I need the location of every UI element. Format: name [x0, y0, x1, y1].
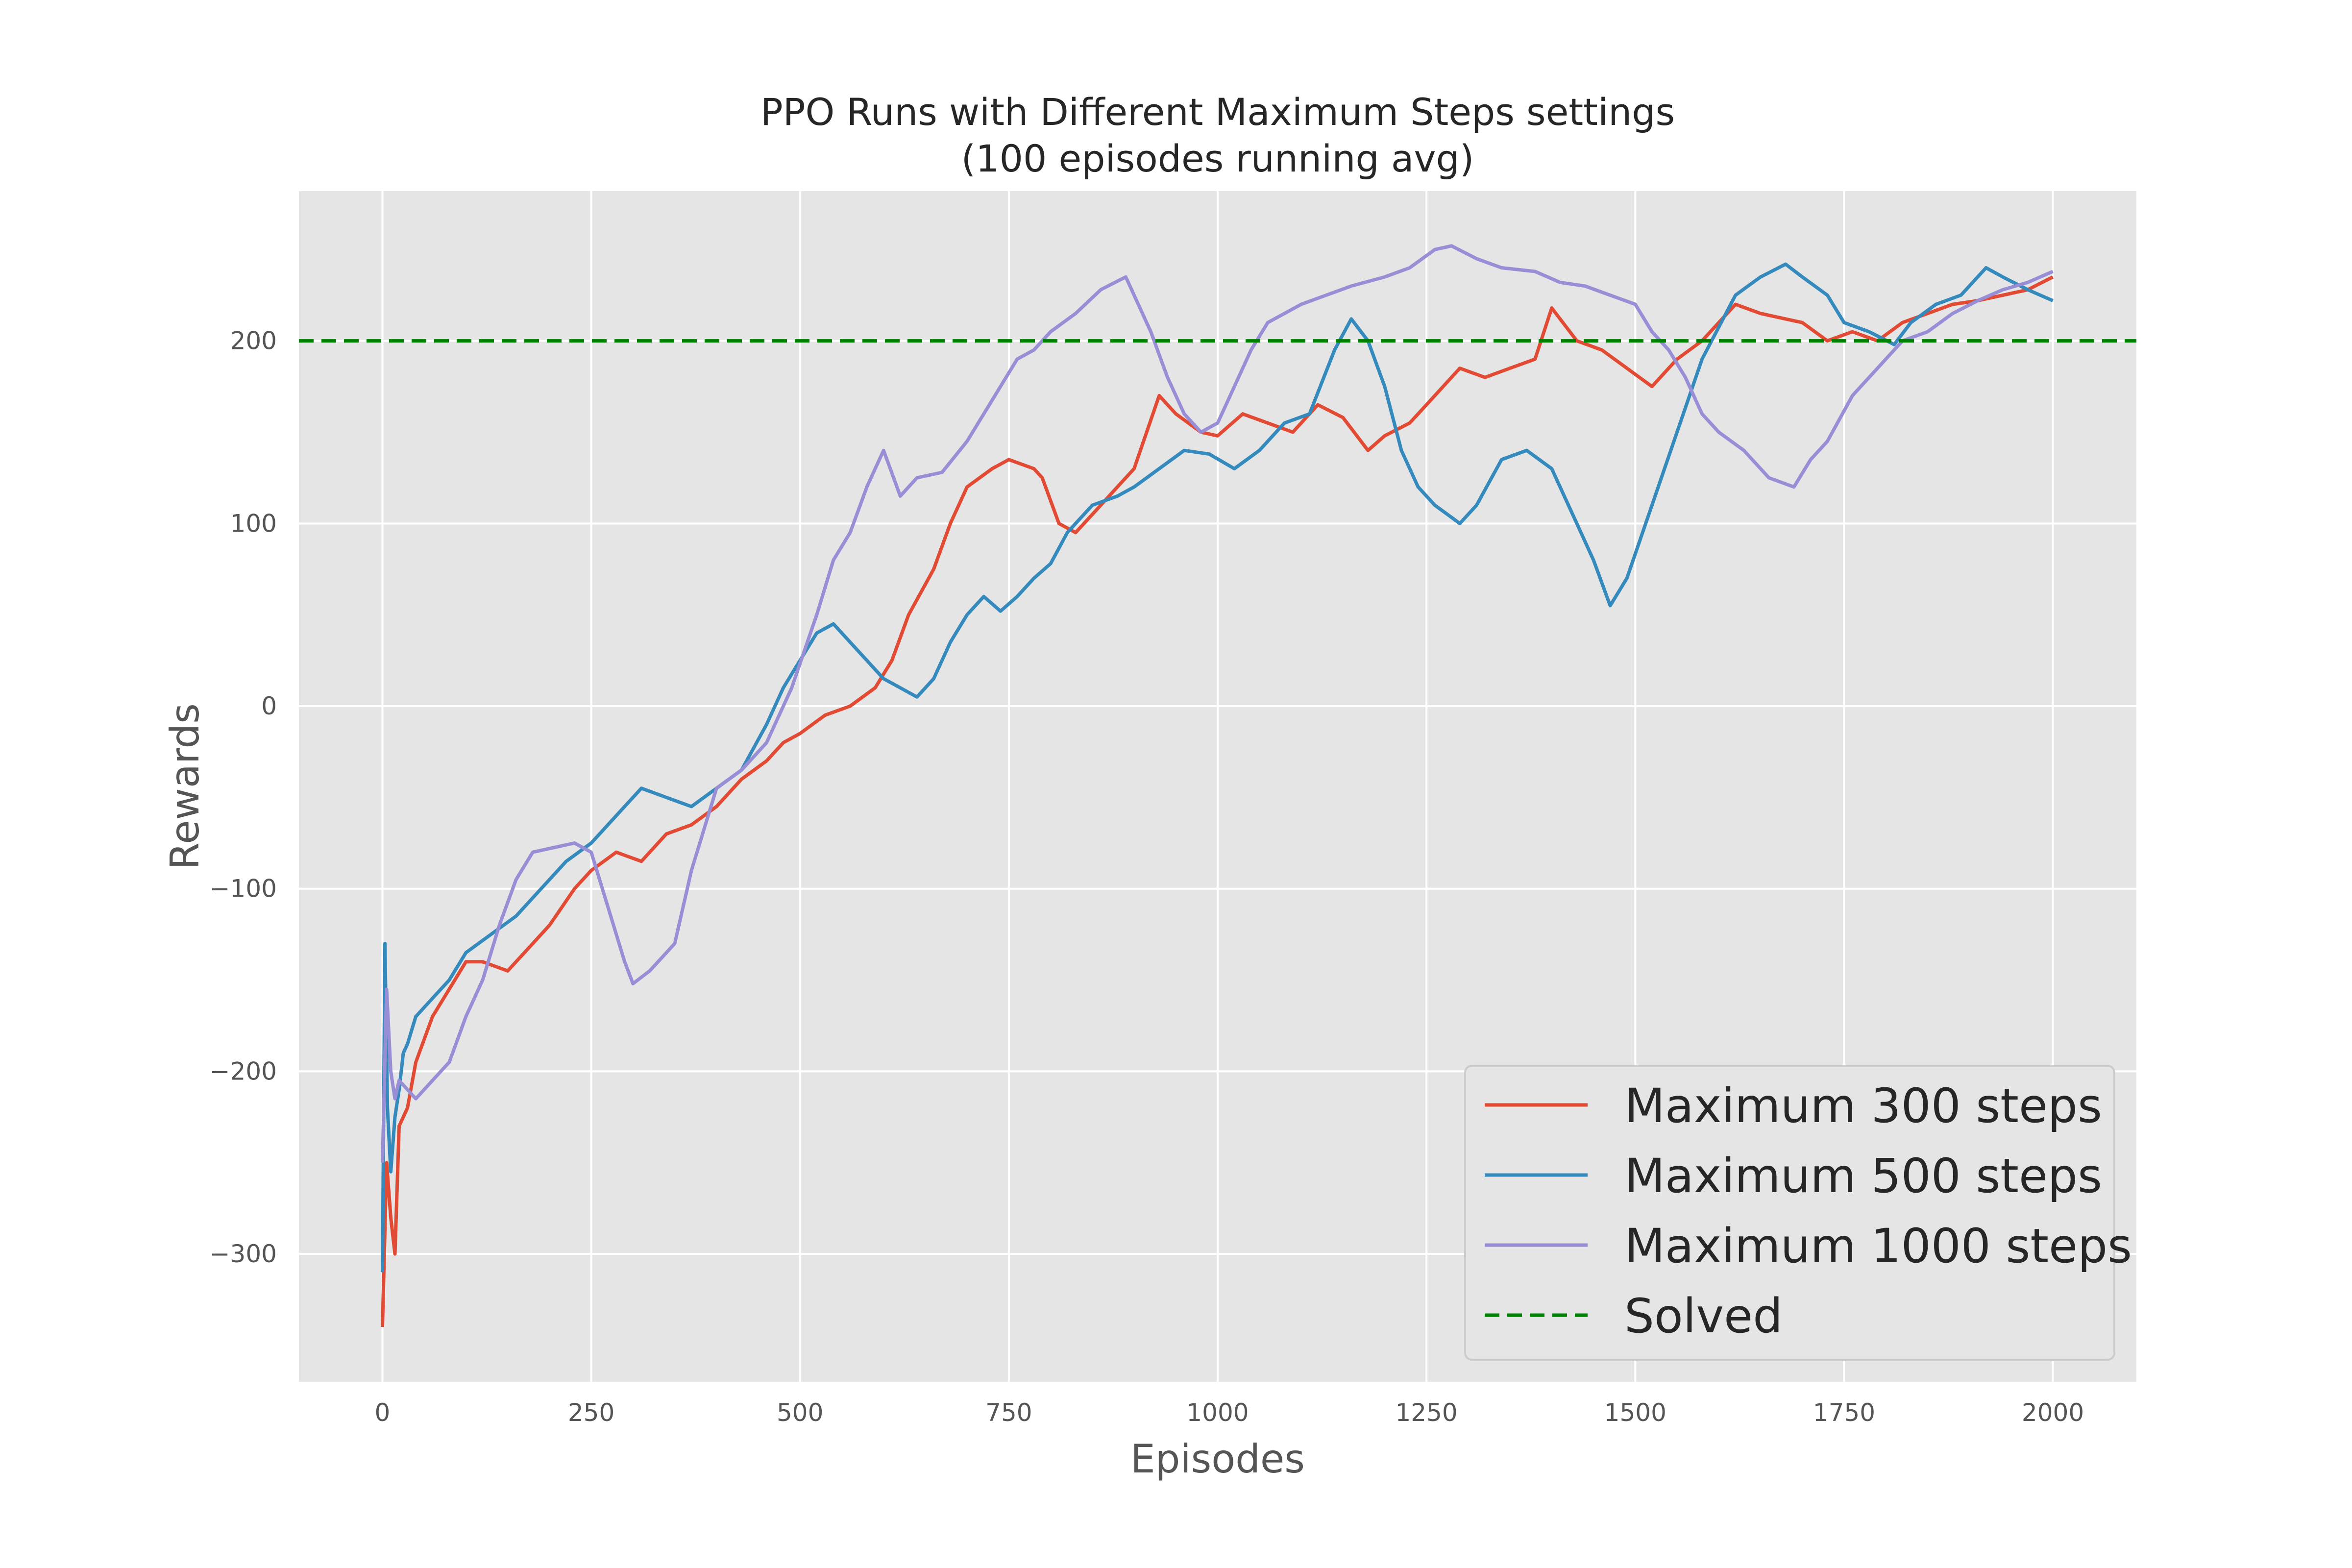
x-tick-label: 0 — [375, 1398, 391, 1427]
y-tick-label: −200 — [210, 1057, 277, 1085]
chart-title: PPO Runs with Different Maximum Steps se… — [760, 90, 1675, 134]
x-tick-label: 250 — [568, 1398, 614, 1427]
y-tick-label: −100 — [210, 875, 277, 903]
x-axis-label: Episodes — [1130, 1436, 1305, 1482]
legend-label-500: Maximum 500 steps — [1624, 1149, 2102, 1203]
x-tick-label: 2000 — [2022, 1398, 2084, 1427]
legend-label-1000: Maximum 1000 steps — [1624, 1219, 2132, 1274]
x-tick-label: 500 — [777, 1398, 823, 1427]
x-tick-label: 1000 — [1186, 1398, 1249, 1427]
series-line-2 — [381, 244, 2054, 1163]
x-tick-label: 750 — [985, 1398, 1032, 1427]
legend-box — [1464, 1065, 2115, 1361]
x-tick-label: 1250 — [1396, 1398, 1458, 1427]
series-line-0 — [381, 275, 2054, 1327]
y-tick-label: 100 — [230, 509, 277, 538]
x-tick-labels: 0 250 500 750 1000 1250 1500 1750 2000 — [375, 1398, 2084, 1427]
legend: Maximum 300 steps Maximum 500 steps Maxi… — [1464, 1065, 2132, 1361]
y-tick-label: −300 — [210, 1240, 277, 1268]
legend-label-300: Maximum 300 steps — [1624, 1078, 2102, 1133]
y-tick-labels: −300 −200 −100 0 100 200 — [210, 327, 277, 1268]
series-line-1 — [381, 262, 2054, 1273]
chart-subtitle: (100 episodes running avg) — [961, 137, 1474, 180]
y-tick-label: 0 — [261, 692, 277, 720]
x-tick-label: 1500 — [1604, 1398, 1666, 1427]
x-tick-label: 1750 — [1813, 1398, 1875, 1427]
y-tick-label: 200 — [230, 327, 277, 355]
legend-label-solved: Solved — [1624, 1289, 1783, 1344]
series-layer — [299, 244, 2136, 1327]
y-axis-label: Rewards — [162, 703, 208, 870]
